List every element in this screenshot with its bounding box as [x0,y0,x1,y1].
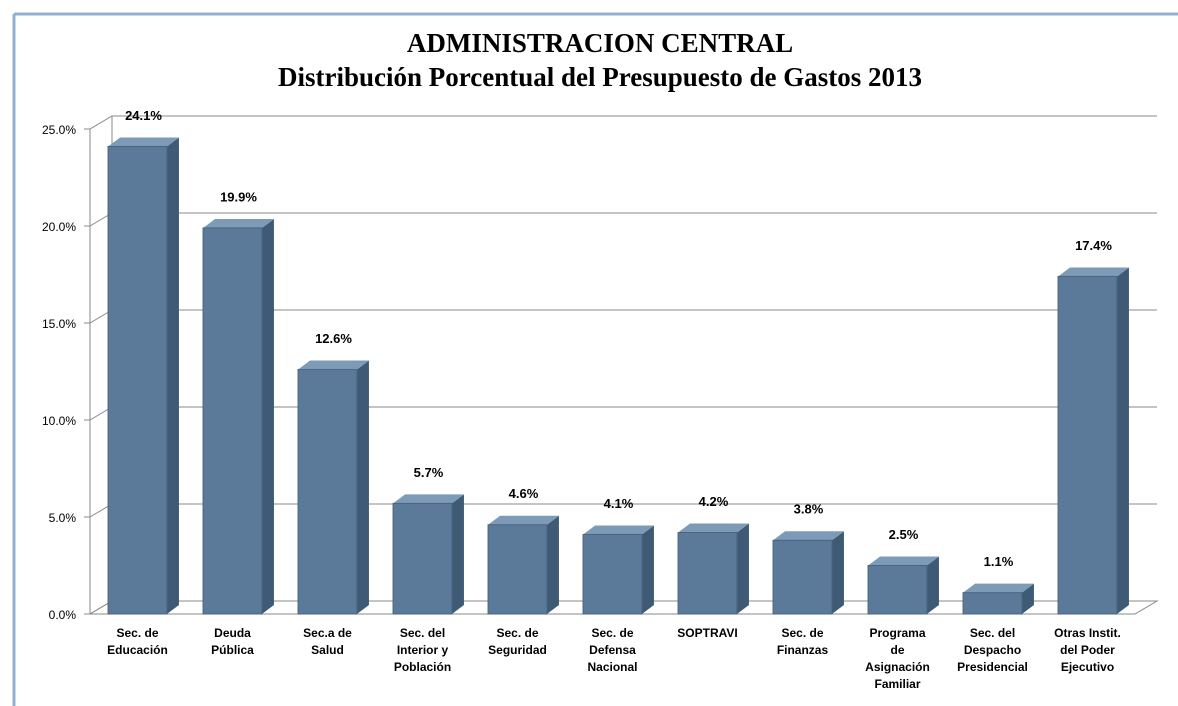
bar [487,524,548,615]
bar-side [1021,583,1034,614]
x-tick-label: SOPTRAVI [677,626,737,640]
bar-side [1116,267,1129,614]
x-tick-label: Educación [107,643,168,657]
bar-side [546,515,559,614]
x-tick-label: Deuda [214,626,251,640]
bar-side [831,531,844,614]
value-label: 4.6% [509,486,539,501]
grid-line [89,115,1157,130]
x-tick-label: Defensa [589,643,636,657]
x-tick-label: Sec. de [496,626,538,640]
y-tick-label: 10.0% [42,414,76,428]
value-label: 24.1% [125,108,162,123]
value-label: 4.1% [604,496,634,511]
bar-top [108,137,179,147]
value-label: 2.5% [889,527,919,542]
x-tick-label: Sec. del [400,626,445,640]
x-tick-label: Presidencial [957,660,1028,674]
x-tick-label: Despacho [964,643,1021,657]
bar [392,502,453,615]
x-tick-label: Sec. de [781,626,823,640]
value-label: 17.4% [1075,238,1112,253]
x-tick-label: Familiar [874,677,920,691]
x-tick-label: Ejecutivo [1061,660,1114,674]
bar-top [868,556,939,566]
x-tick-label: Finanzas [777,643,829,657]
chart-subtitle: Distribución Porcentual del Presupuesto … [278,62,922,92]
y-tick-label: 15.0% [42,317,76,331]
bar-top [583,525,654,535]
bar [297,369,358,615]
value-label: 1.1% [984,554,1014,569]
bar-side [451,494,464,614]
x-tick-label: Programa [869,626,925,640]
bar-top [773,531,844,541]
value-label: 5.7% [414,465,444,480]
bar [1057,275,1118,615]
bar-top [393,494,464,504]
bar-top [488,515,559,525]
x-tick-label: Pública [211,643,254,657]
chart-title: ADMINISTRACION CENTRAL [407,28,793,58]
value-label: 12.6% [315,331,352,346]
x-tick-label: Población [394,660,451,674]
y-tick-label: 0.0% [49,608,77,622]
y-tick-label: 20.0% [42,220,76,234]
y-tick-label: 25.0% [42,123,76,137]
bar-side [261,218,274,614]
bar [677,532,738,615]
x-tick-label: Seguridad [488,643,547,657]
x-tick-label: del Poder [1060,643,1115,657]
bar-top [203,218,274,228]
x-tick-label: Sec. de [116,626,158,640]
value-label: 3.8% [794,502,824,517]
value-label: 19.9% [220,189,257,204]
bar-top [678,523,749,533]
bar-side [926,556,939,614]
value-label: 4.2% [699,494,729,509]
x-tick-label: Asignación [865,660,930,674]
bar [202,227,263,615]
bar-top [963,583,1034,593]
bar-side [736,523,749,614]
x-tick-label: Salud [311,643,344,657]
x-tick-label: Otras Instit. [1054,626,1121,640]
bar-top [1058,267,1129,277]
x-tick-label: Sec.a de [303,626,352,640]
bar-side [166,137,179,614]
x-tick-label: Sec. del [970,626,1015,640]
x-tick-label: de [890,643,904,657]
y-tick-label: 5.0% [49,511,77,525]
bar-side [641,525,654,614]
bar [962,592,1023,615]
bar [107,145,168,615]
bar [867,565,928,615]
bar-side [356,360,369,614]
bar [582,533,643,615]
bar [772,539,833,615]
x-tick-label: Nacional [587,660,637,674]
bar-top [298,360,369,370]
x-tick-label: Interior y [397,643,449,657]
x-tick-label: Sec. de [591,626,633,640]
